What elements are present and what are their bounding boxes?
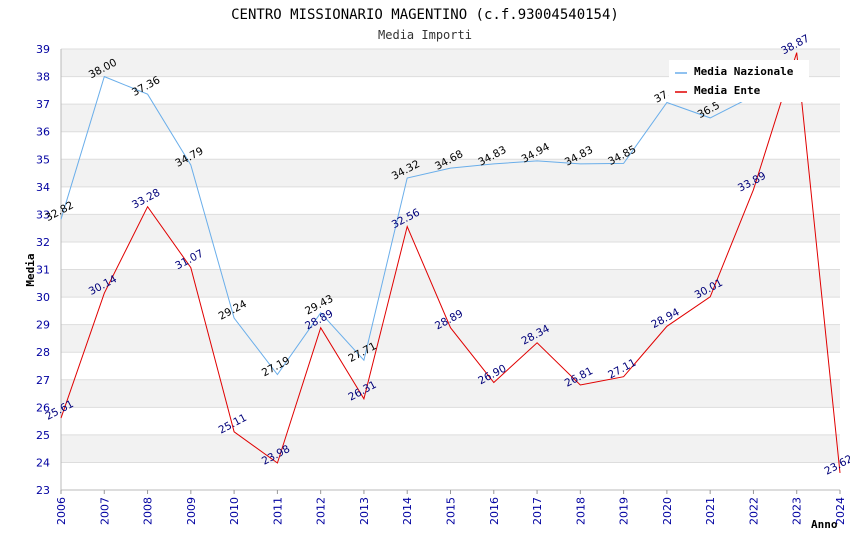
plot-bands — [61, 49, 840, 490]
x-tick-label: 2015 — [445, 497, 458, 525]
plot-band — [61, 214, 840, 242]
y-tick-label: 30 — [36, 291, 50, 304]
x-tick-label: 2022 — [747, 497, 760, 525]
plot-band — [61, 186, 840, 215]
plot-band — [61, 352, 840, 380]
y-tick-label: 25 — [36, 429, 50, 442]
x-tick-label: 2023 — [791, 497, 804, 525]
x-tick-label: 2024 — [834, 497, 847, 525]
legend-label-media-ente: Media Ente — [694, 84, 761, 97]
y-tick-label: 33 — [36, 208, 50, 221]
y-tick-label: 27 — [36, 374, 50, 387]
y-tick-label: 32 — [36, 236, 50, 249]
x-tick-label: 2020 — [661, 497, 674, 525]
x-tick-label: 2010 — [228, 497, 241, 525]
plot-band — [61, 104, 840, 132]
x-tick-label: 2009 — [185, 497, 198, 525]
x-tick-label: 2021 — [704, 497, 717, 525]
y-tick-label: 29 — [36, 319, 50, 332]
y-axis-label: Media — [24, 253, 37, 286]
y-tick-label: 39 — [36, 43, 50, 56]
y-tick-label: 38 — [36, 71, 50, 84]
plot-band — [61, 434, 840, 463]
x-tick-label: 2006 — [55, 497, 68, 525]
y-tick-label: 37 — [36, 98, 50, 111]
x-tick-labels: 2006 2007 2008 2009 2010 2011 2012 2013 2014 2015… — [55, 490, 847, 525]
y-tick-label: 34 — [36, 181, 50, 194]
chart-title: CENTRO MISSIONARIO MAGENTINO (c.f.930045… — [231, 7, 619, 23]
plot-band — [61, 462, 840, 490]
y-tick-label: 31 — [36, 264, 50, 277]
plot-band — [61, 379, 840, 408]
x-tick-label: 2012 — [315, 497, 328, 525]
series-line-media-ente — [60, 52, 841, 473]
legend-box — [669, 60, 809, 102]
x-tick-label: 2017 — [531, 497, 544, 525]
x-tick-label: 2013 — [358, 497, 371, 525]
x-tick-label: 2014 — [401, 497, 414, 525]
plot-band — [61, 269, 840, 298]
chart-subtitle: Media Importi — [378, 28, 472, 42]
series-line-media-nazionale — [60, 75, 754, 376]
y-tick-label: 35 — [36, 153, 50, 166]
legend: Media Nazionale Media Ente — [669, 60, 809, 102]
plot-band — [61, 407, 840, 435]
x-tick-label: 2018 — [574, 497, 587, 525]
x-tick-label: 2008 — [142, 497, 155, 525]
y-tick-label: 26 — [36, 401, 50, 414]
x-axis-label: Anno — [811, 518, 838, 531]
plot-band — [61, 131, 840, 160]
plot-band — [61, 297, 840, 325]
y-tick-labels: 23 24 25 26 27 28 29 30 31 32 33 34 35 36 37 38 39 — [36, 43, 50, 497]
x-tick-label: 2011 — [271, 497, 284, 525]
x-tick-label: 2016 — [488, 497, 501, 525]
y-tick-label: 23 — [36, 484, 50, 497]
y-tick-label: 28 — [36, 346, 50, 359]
plot-band — [61, 241, 840, 270]
x-tick-label: 2007 — [98, 497, 111, 525]
legend-label-media-nazionale: Media Nazionale — [694, 65, 794, 78]
plot-band — [61, 159, 840, 187]
x-tick-label: 2019 — [618, 497, 631, 525]
plot-band — [61, 324, 840, 353]
series-lines — [60, 52, 841, 473]
y-tick-label: 24 — [36, 456, 50, 469]
y-tick-label: 36 — [36, 126, 50, 139]
